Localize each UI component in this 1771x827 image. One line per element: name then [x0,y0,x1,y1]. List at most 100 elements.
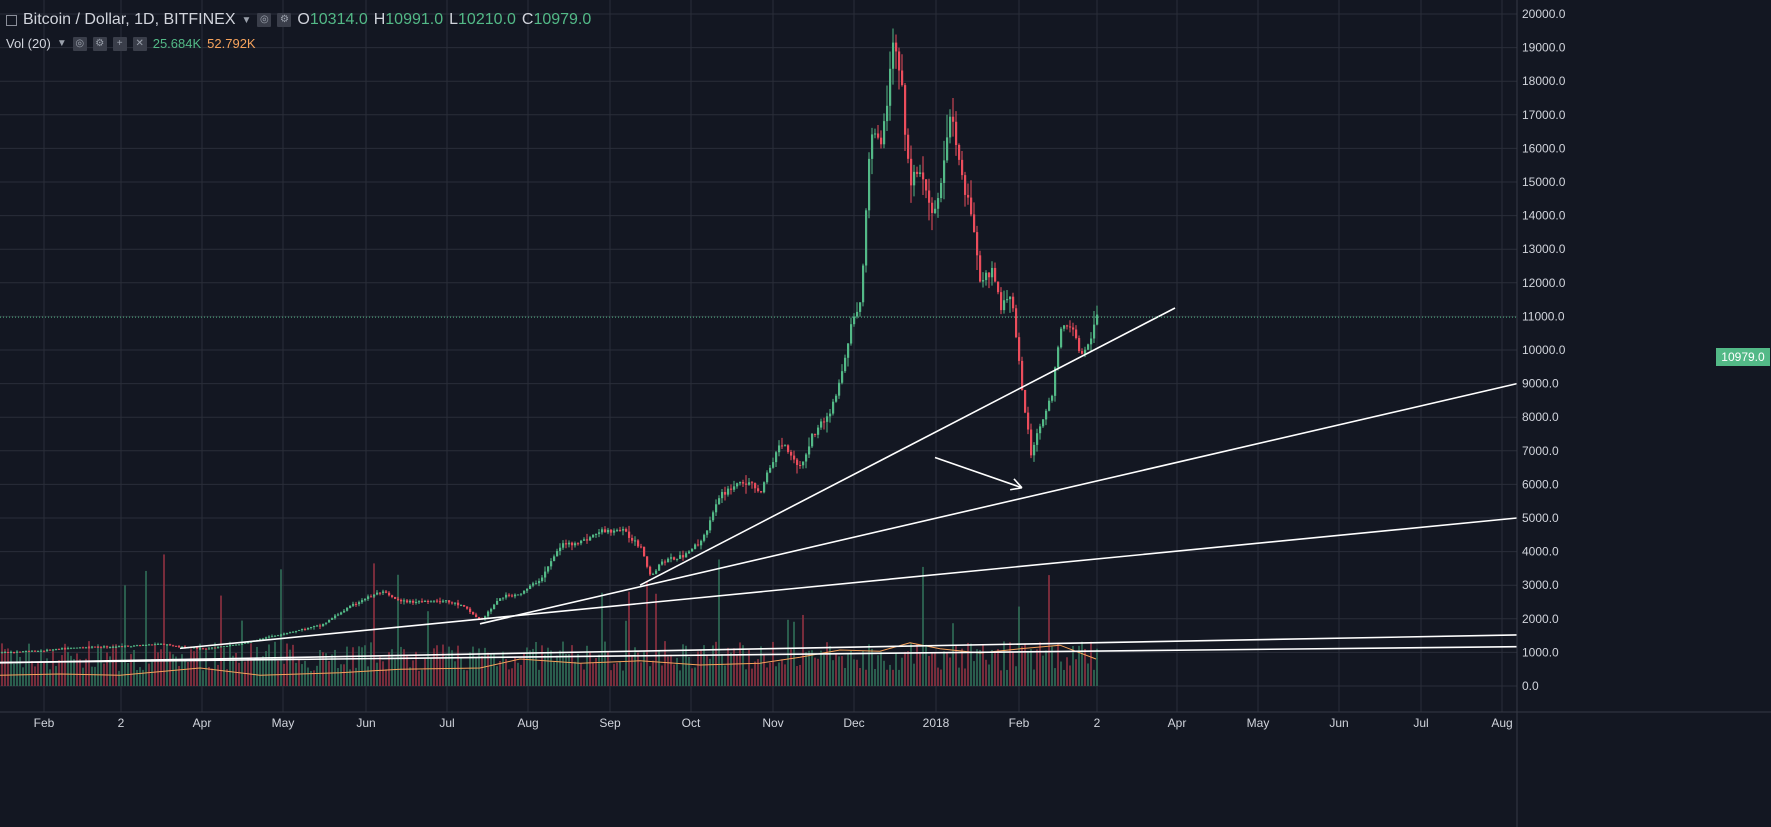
volume-bar [406,654,408,686]
arrow-head[interactable] [1013,478,1023,489]
chevron-down-icon[interactable]: ▼ [241,14,252,26]
candle-body [79,647,82,649]
arrow-head[interactable] [1010,486,1023,491]
candle-body [382,591,385,593]
candle-body [265,637,268,639]
candle-body [274,635,277,637]
volume-bar [778,662,780,686]
volume-bar [331,654,333,686]
arrow-shaft[interactable] [934,456,1023,489]
volume-bar [811,650,813,686]
candle-body [37,650,40,652]
y-tick-label: 7000.0 [1522,444,1559,458]
y-tick-label: 17000.0 [1522,108,1566,122]
y-tick-label: 1000.0 [1522,645,1559,659]
x-tick-label: Jun [356,716,375,730]
candle-body [622,529,625,531]
volume-bar [16,650,18,686]
candle-body [487,611,490,617]
volume-bar [7,648,9,686]
time-axis[interactable]: Feb 2 Apr May Jun Jul Aug Sep Oct Nov Dec 2018 Feb 2 A… [0,711,1771,730]
volume-bar [532,648,534,686]
candle-body [298,630,301,632]
volume-bar [979,649,981,686]
volume-bar [1012,651,1014,686]
candle-body [658,564,661,571]
collapse-icon[interactable] [6,14,17,26]
candle-body [847,343,850,358]
trendline[interactable] [639,307,1176,586]
volume-bar [643,650,645,686]
candle-body [172,645,175,647]
candle-body [343,610,346,613]
volume-bar [31,660,33,686]
y-tick-label: 18000.0 [1522,74,1566,88]
volume-bar [1045,650,1047,686]
candle-body [559,547,562,552]
candle-body [364,598,367,601]
volume-bar [184,660,186,686]
volume-bar [1072,645,1074,686]
candle-body [19,651,22,653]
volume-bar [703,645,705,686]
candle-body [1060,328,1063,348]
candle-body [445,600,448,602]
volume-bar [487,652,489,686]
x-tick-label: Feb [1009,716,1030,730]
trendline[interactable] [0,634,1518,664]
gear-icon[interactable]: ⚙ [92,36,107,51]
price-axis[interactable]: 20000.0 19000.0 18000.0 17000.0 16000.0 15000… [1516,0,1566,827]
candle-body [268,636,271,638]
candle-body [589,537,592,541]
candle-body [1054,367,1057,396]
y-tick-label: 11000.0 [1522,309,1565,323]
x-tick-label: 2 [118,716,125,730]
volume-bar [322,652,324,686]
eye-icon[interactable]: ◎ [72,36,87,51]
high-label: H [373,11,386,28]
volume-bar [631,655,633,686]
volume-bar [1093,669,1095,686]
candle-body [892,42,895,69]
candle-body [502,597,505,599]
volume-bar [1054,668,1056,686]
candle-body [25,651,28,653]
add-icon[interactable]: + [112,36,127,51]
candle-body [130,646,133,648]
candle-body [310,627,313,629]
volume-label[interactable]: Vol (20) [6,36,51,51]
candle-body [397,598,400,600]
volume-bar [286,643,288,686]
candle-body [91,646,94,648]
candle-body [967,194,970,198]
candle-body [802,461,805,466]
trendline[interactable] [0,645,1518,664]
chevron-down-icon[interactable]: ▼ [56,38,67,49]
candle-body [715,504,718,513]
trendlines[interactable] [0,307,1518,664]
volume-bar [301,664,303,686]
trendline[interactable] [479,382,1518,625]
candle-body [763,482,766,493]
volume-bar [1063,669,1065,686]
trendline[interactable] [179,517,1518,650]
close-icon[interactable]: ✕ [132,36,147,51]
volume-bar [1036,649,1038,686]
x-tick-label: May [272,716,295,730]
candle-body [469,608,472,612]
volume-bar [493,653,495,686]
gear-icon[interactable]: ⚙ [277,13,292,27]
candle-body [826,416,829,422]
eye-icon[interactable]: ◎ [257,13,272,27]
volume-bar [958,667,960,686]
volume-bar [28,643,30,686]
symbol-title[interactable]: Bitcoin / Dollar, 1D, BITFINEX [23,11,236,28]
candle-body [205,648,208,650]
candle-body [958,145,961,160]
volume-bar [217,664,219,686]
candle-body [916,171,919,174]
candle-body [637,540,640,547]
candle-body [601,529,604,533]
candle-body [439,601,442,603]
